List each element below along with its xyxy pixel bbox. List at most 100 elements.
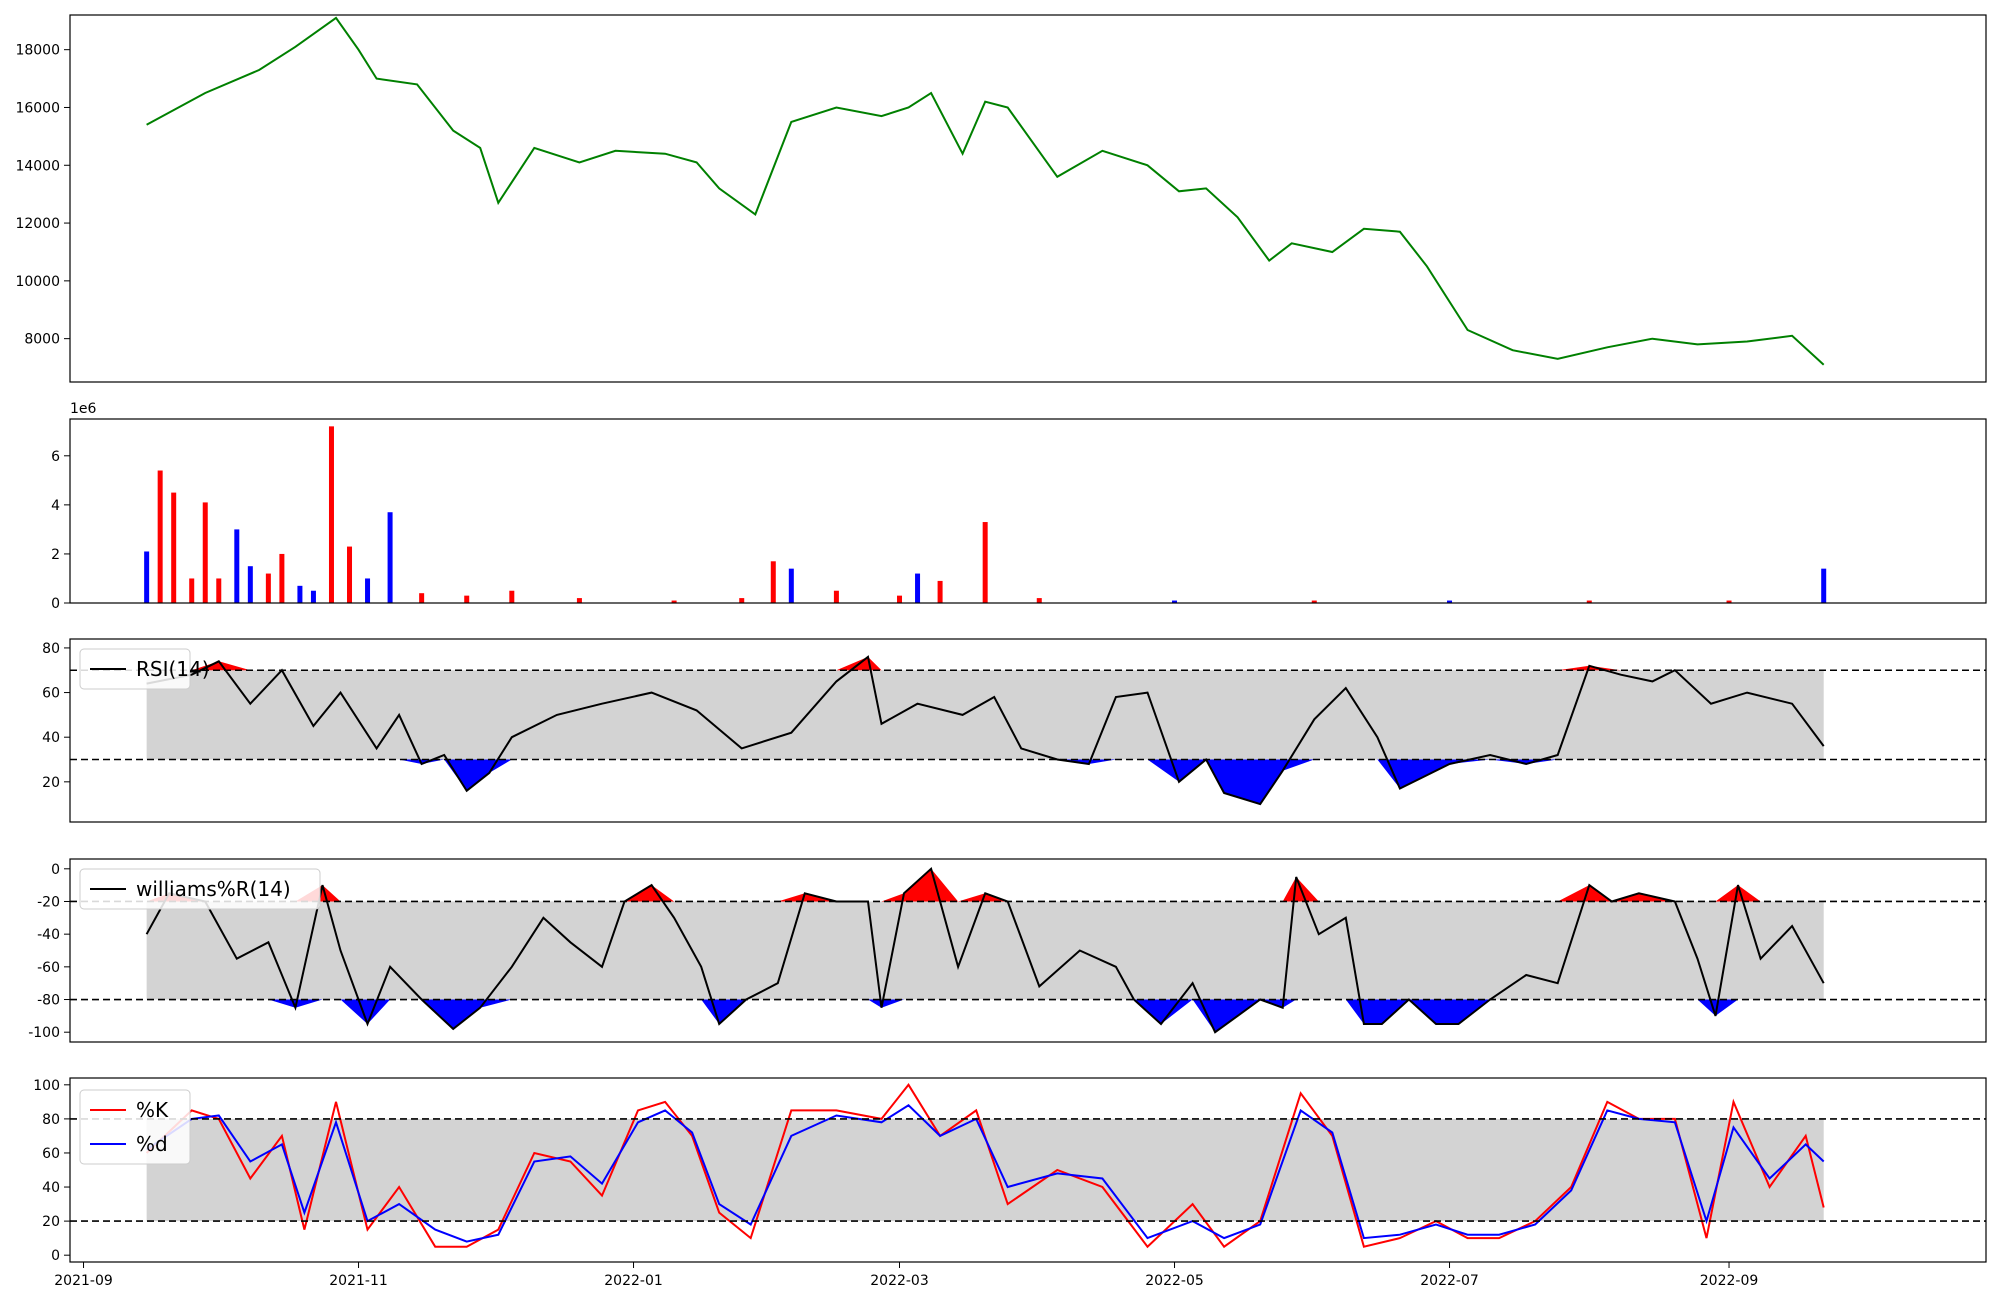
- volume-bar: [202, 502, 208, 603]
- oversold-fill: [146, 999, 1824, 1033]
- volume-bar: [770, 561, 776, 603]
- y-tick-label: 20: [42, 775, 60, 791]
- volume-bar: [310, 590, 316, 603]
- volume-bar: [1821, 568, 1827, 603]
- rsi-panel: 20 40 60 80 RSI(14): [42, 638, 1987, 823]
- williams-r-panel: -100 -80 -60 -40 -20 0 williams%R(14): [28, 858, 1987, 1043]
- volume-bar: [739, 598, 745, 603]
- y-tick-label: -100: [28, 1025, 60, 1041]
- volume-bar: [788, 568, 794, 603]
- volume-bar: [576, 598, 582, 603]
- volume-bar: [171, 492, 177, 603]
- legend-label: williams%R(14): [136, 877, 291, 901]
- volume-bar: [216, 578, 222, 603]
- y-tick-label: 60: [42, 686, 60, 702]
- volume-bar: [265, 573, 271, 603]
- volume-bar: [144, 551, 150, 603]
- y-tick-label: -80: [37, 993, 60, 1009]
- y-tick-label: 10000: [15, 274, 60, 290]
- y-tick-label: 8000: [24, 332, 60, 348]
- legend-label: %K: [136, 1098, 169, 1122]
- y-tick-label: 4: [51, 498, 60, 514]
- volume-bar: [419, 593, 425, 603]
- oversold-fill: [146, 759, 1824, 805]
- plot-frame: [69, 14, 1987, 383]
- legend-label: %d: [136, 1132, 168, 1156]
- y-tick-label: 0: [51, 596, 60, 612]
- volume-bar: [982, 522, 988, 603]
- x-tick-label: 2022-07: [1420, 1273, 1479, 1289]
- neutral-band: [146, 901, 1824, 1000]
- x-tick-label: 2022-05: [1145, 1273, 1204, 1289]
- d-line: [146, 1104, 1825, 1243]
- volume-bar: [365, 578, 371, 603]
- axis-multiplier: 1e6: [70, 401, 97, 417]
- y-tick-label: 60: [42, 1146, 60, 1162]
- x-tick-label: 2022-09: [1700, 1273, 1759, 1289]
- volume-bar: [937, 580, 943, 603]
- k-line: [145, 1083, 1825, 1249]
- volume-bar: [1726, 600, 1732, 603]
- y-tick-label: 0: [51, 1248, 60, 1264]
- volume-bar: [833, 590, 839, 603]
- price-line: [146, 16, 1825, 366]
- legend-box: [79, 868, 321, 910]
- plot-frame: [69, 1077, 1987, 1263]
- volume-bar: [464, 595, 470, 603]
- x-tick-label: 2022-03: [870, 1273, 929, 1289]
- overbought-fill: [146, 868, 1824, 902]
- y-tick-label: -60: [37, 960, 60, 976]
- price-panel: 8000 10000 12000 14000 16000 18000: [15, 14, 1987, 383]
- volume-bar: [247, 566, 253, 603]
- volume-bar: [189, 578, 195, 603]
- volume-bar: [671, 600, 677, 603]
- volume-bar: [509, 590, 515, 603]
- volume-bar: [297, 585, 303, 603]
- y-tick-label: -20: [37, 894, 60, 910]
- y-tick-label: 80: [42, 1112, 60, 1128]
- volume-bar: [1172, 600, 1178, 603]
- y-tick-label: 20: [42, 1214, 60, 1230]
- volume-bar: [328, 426, 334, 603]
- stochastic-panel: 0 20 40 60 80 100 %K %d: [33, 1077, 1987, 1264]
- y-tick-label: 14000: [15, 158, 60, 174]
- y-tick-label: 6: [51, 449, 60, 465]
- y-tick-label: 16000: [15, 100, 60, 116]
- volume-bar: [234, 529, 240, 603]
- plot-frame: [69, 638, 1987, 823]
- volume-panel: 0 2 4 6 1e6: [51, 401, 1987, 612]
- volume-bar: [157, 470, 163, 603]
- y-tick-label: -40: [37, 927, 60, 943]
- legend-label: RSI(14): [136, 657, 210, 681]
- volume-bar: [915, 573, 921, 603]
- y-tick-label: 40: [42, 1180, 60, 1196]
- legend-box: [79, 648, 191, 690]
- y-tick-label: 12000: [15, 216, 60, 232]
- x-tick-label: 2021-11: [329, 1273, 388, 1289]
- x-tick-label: 2021-09: [54, 1273, 113, 1289]
- legend-box: [79, 1089, 191, 1165]
- y-tick-label: 40: [42, 730, 60, 746]
- volume-bar: [1036, 598, 1042, 603]
- volume-bar: [387, 512, 393, 603]
- date-x-axis: 2021-09 2021-11 2022-01 2022-03 2022-05 2022-…: [54, 1262, 1758, 1289]
- volume-bar: [279, 553, 285, 603]
- neutral-band: [146, 670, 1824, 760]
- y-tick-label: 100: [33, 1078, 60, 1094]
- y-tick-label: 80: [42, 641, 60, 657]
- volume-bar: [1586, 600, 1592, 603]
- plot-frame: [69, 418, 1987, 604]
- y-tick-label: 2: [51, 547, 60, 563]
- x-tick-label: 2022-01: [604, 1273, 663, 1289]
- y-tick-label: 0: [51, 862, 60, 878]
- plot-frame: [69, 858, 1987, 1043]
- overbought-fill: [146, 656, 1824, 671]
- indicator-line: [145, 866, 1825, 1034]
- volume-bar: [347, 546, 353, 603]
- y-tick-label: 18000: [15, 43, 60, 59]
- volume-bar: [1447, 600, 1453, 603]
- indicator-line: [146, 655, 1825, 806]
- volume-bar: [897, 595, 903, 603]
- volume-bar: [1311, 600, 1317, 603]
